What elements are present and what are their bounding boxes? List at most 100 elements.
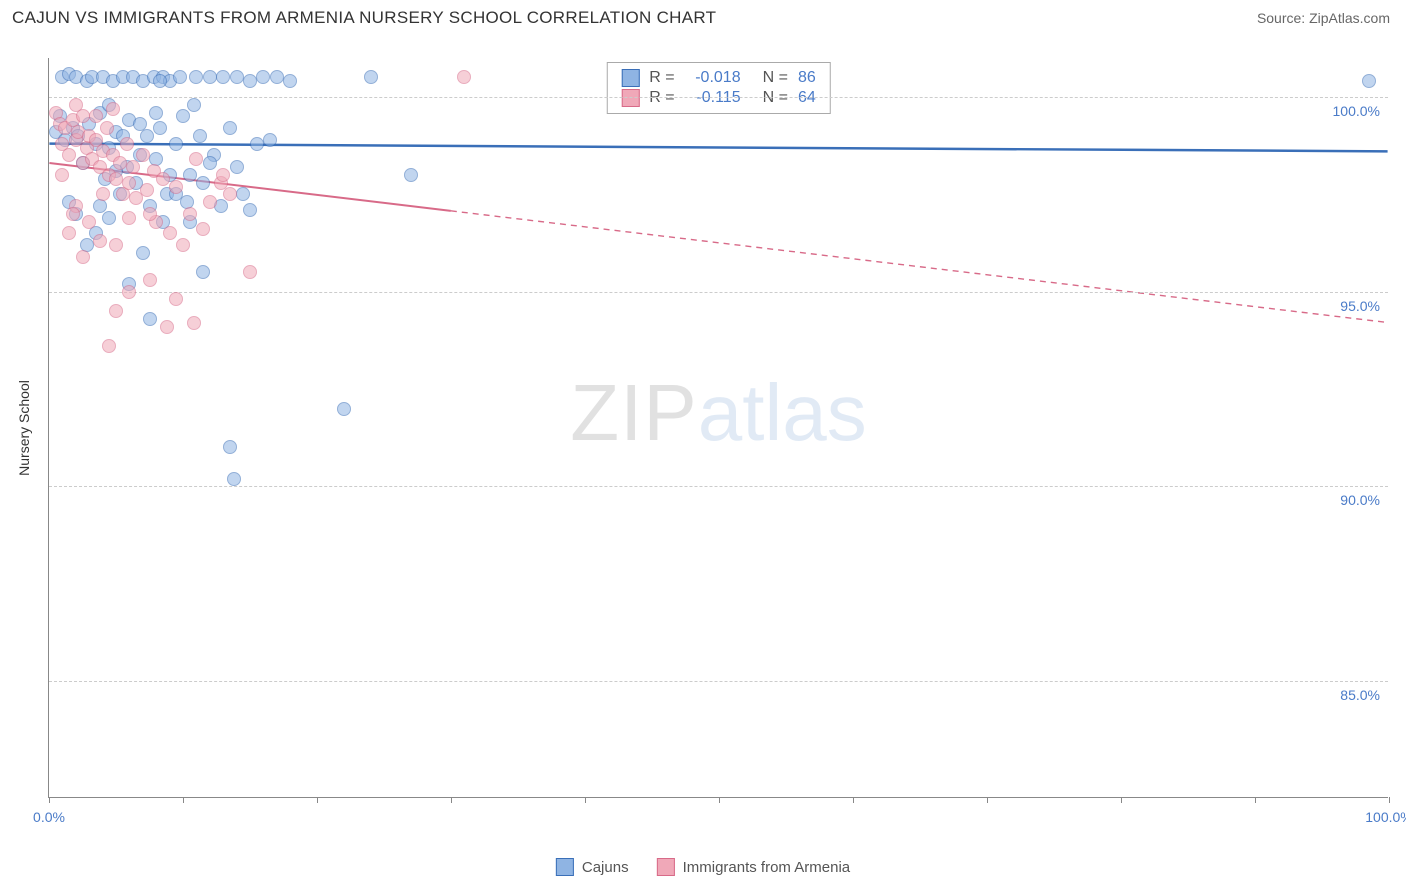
scatter-point (143, 273, 157, 287)
x-tick (987, 797, 988, 803)
scatter-point (193, 129, 207, 143)
scatter-point (153, 74, 167, 88)
scatter-point (283, 74, 297, 88)
scatter-point (1362, 74, 1376, 88)
n-label: N = (763, 89, 788, 107)
chart-plot-area: ZIPatlas R =-0.018N =86R =-0.115N =64 10… (48, 58, 1388, 798)
scatter-point (153, 121, 167, 135)
r-value: -0.115 (685, 89, 741, 107)
scatter-point (187, 316, 201, 330)
x-tick (585, 797, 586, 803)
scatter-point (100, 121, 114, 135)
scatter-point (122, 176, 136, 190)
scatter-point (337, 402, 351, 416)
scatter-point (203, 156, 217, 170)
scatter-point (66, 207, 80, 221)
scatter-point (149, 106, 163, 120)
legend-item: Cajuns (556, 858, 629, 876)
chart-title: CAJUN VS IMMIGRANTS FROM ARMENIA NURSERY… (12, 8, 716, 28)
scatter-point (227, 472, 241, 486)
x-tick (853, 797, 854, 803)
scatter-point (160, 320, 174, 334)
source-attribution: Source: ZipAtlas.com (1257, 10, 1390, 26)
scatter-point (216, 70, 230, 84)
scatter-point (140, 129, 154, 143)
scatter-point (263, 133, 277, 147)
x-tick (1121, 797, 1122, 803)
scatter-point (169, 292, 183, 306)
scatter-point (122, 285, 136, 299)
scatter-point (203, 70, 217, 84)
scatter-point (183, 168, 197, 182)
scatter-point (176, 109, 190, 123)
r-label: R = (649, 89, 674, 107)
scatter-point (230, 70, 244, 84)
scatter-point (196, 222, 210, 236)
scatter-point (136, 148, 150, 162)
y-axis-label: Nursery School (16, 380, 32, 476)
scatter-point (256, 70, 270, 84)
x-tick (1389, 797, 1390, 803)
x-tick (183, 797, 184, 803)
scatter-point (243, 265, 257, 279)
scatter-point (196, 265, 210, 279)
scatter-point (156, 172, 170, 186)
trend-lines-layer (49, 58, 1388, 797)
scatter-point (143, 312, 157, 326)
scatter-point (216, 168, 230, 182)
scatter-point (176, 238, 190, 252)
scatter-point (223, 440, 237, 454)
scatter-point (223, 187, 237, 201)
r-value: -0.018 (685, 69, 741, 87)
stat-legend-row: R = -0.018 N = 86 (621, 69, 815, 87)
scatter-point (187, 98, 201, 112)
y-tick-label: 100.0% (1333, 103, 1380, 119)
legend-swatch (621, 89, 639, 107)
scatter-point (93, 234, 107, 248)
y-tick-label: 85.0% (1340, 687, 1380, 703)
legend-swatch (657, 858, 675, 876)
scatter-point (122, 211, 136, 225)
x-tick (719, 797, 720, 803)
scatter-point (96, 187, 110, 201)
gridline (49, 292, 1388, 293)
x-tick-label: 0.0% (33, 809, 65, 825)
scatter-point (236, 187, 250, 201)
scatter-point (102, 211, 116, 225)
watermark-zip: ZIP (570, 368, 697, 457)
n-label: N = (763, 69, 788, 87)
scatter-point (243, 74, 257, 88)
scatter-point (126, 160, 140, 174)
legend-item: Immigrants from Armenia (657, 858, 851, 876)
legend-label: Immigrants from Armenia (683, 859, 851, 876)
scatter-point (76, 109, 90, 123)
n-value: 86 (798, 69, 816, 87)
scatter-point (203, 195, 217, 209)
scatter-point (113, 156, 127, 170)
scatter-point (109, 304, 123, 318)
scatter-point (62, 226, 76, 240)
bottom-legend: Cajuns Immigrants from Armenia (556, 858, 850, 876)
scatter-point (55, 168, 69, 182)
scatter-point (457, 70, 471, 84)
scatter-point (133, 117, 147, 131)
n-value: 64 (798, 89, 816, 107)
scatter-point (250, 137, 264, 151)
stat-legend-row: R = -0.115 N = 64 (621, 89, 815, 107)
scatter-point (230, 160, 244, 174)
trend-line-dashed (451, 211, 1388, 323)
scatter-point (136, 246, 150, 260)
scatter-point (76, 250, 90, 264)
gridline (49, 681, 1388, 682)
scatter-point (106, 102, 120, 116)
scatter-point (183, 207, 197, 221)
scatter-point (270, 70, 284, 84)
gridline (49, 486, 1388, 487)
scatter-point (143, 207, 157, 221)
x-tick (1255, 797, 1256, 803)
scatter-point (102, 339, 116, 353)
r-label: R = (649, 69, 674, 87)
legend-swatch (621, 69, 639, 87)
scatter-point (173, 70, 187, 84)
scatter-point (223, 121, 237, 135)
